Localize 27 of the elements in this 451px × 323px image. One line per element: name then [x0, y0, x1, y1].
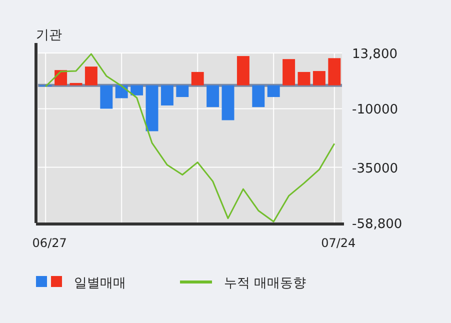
bar — [267, 85, 280, 98]
bar — [222, 85, 234, 120]
y-tick-label: -35000 — [352, 161, 398, 176]
chart-title: 기관 — [36, 28, 62, 43]
bar — [176, 85, 189, 98]
y-tick-label: 13,800 — [352, 47, 398, 62]
bar — [328, 58, 341, 86]
bar — [206, 85, 220, 108]
bar — [100, 85, 113, 109]
bar — [282, 59, 296, 86]
bar — [84, 66, 98, 86]
line-series — [44, 53, 336, 222]
bar — [312, 71, 326, 86]
bar — [191, 72, 204, 86]
bar — [236, 56, 250, 86]
legend-label: 일별매매 — [74, 276, 126, 291]
y-tick-label: -10000 — [352, 102, 398, 118]
bar — [130, 85, 144, 96]
y-tick-label: -58,800 — [352, 217, 402, 232]
bar — [70, 82, 82, 86]
bar — [252, 85, 265, 108]
x-tick-label: 07/24 — [321, 236, 356, 250]
bar — [298, 72, 310, 86]
bar — [160, 85, 174, 106]
x-tick-label: 06/27 — [32, 236, 67, 250]
legend-label: 누적 매매동향 — [224, 276, 306, 291]
bar — [146, 85, 158, 132]
